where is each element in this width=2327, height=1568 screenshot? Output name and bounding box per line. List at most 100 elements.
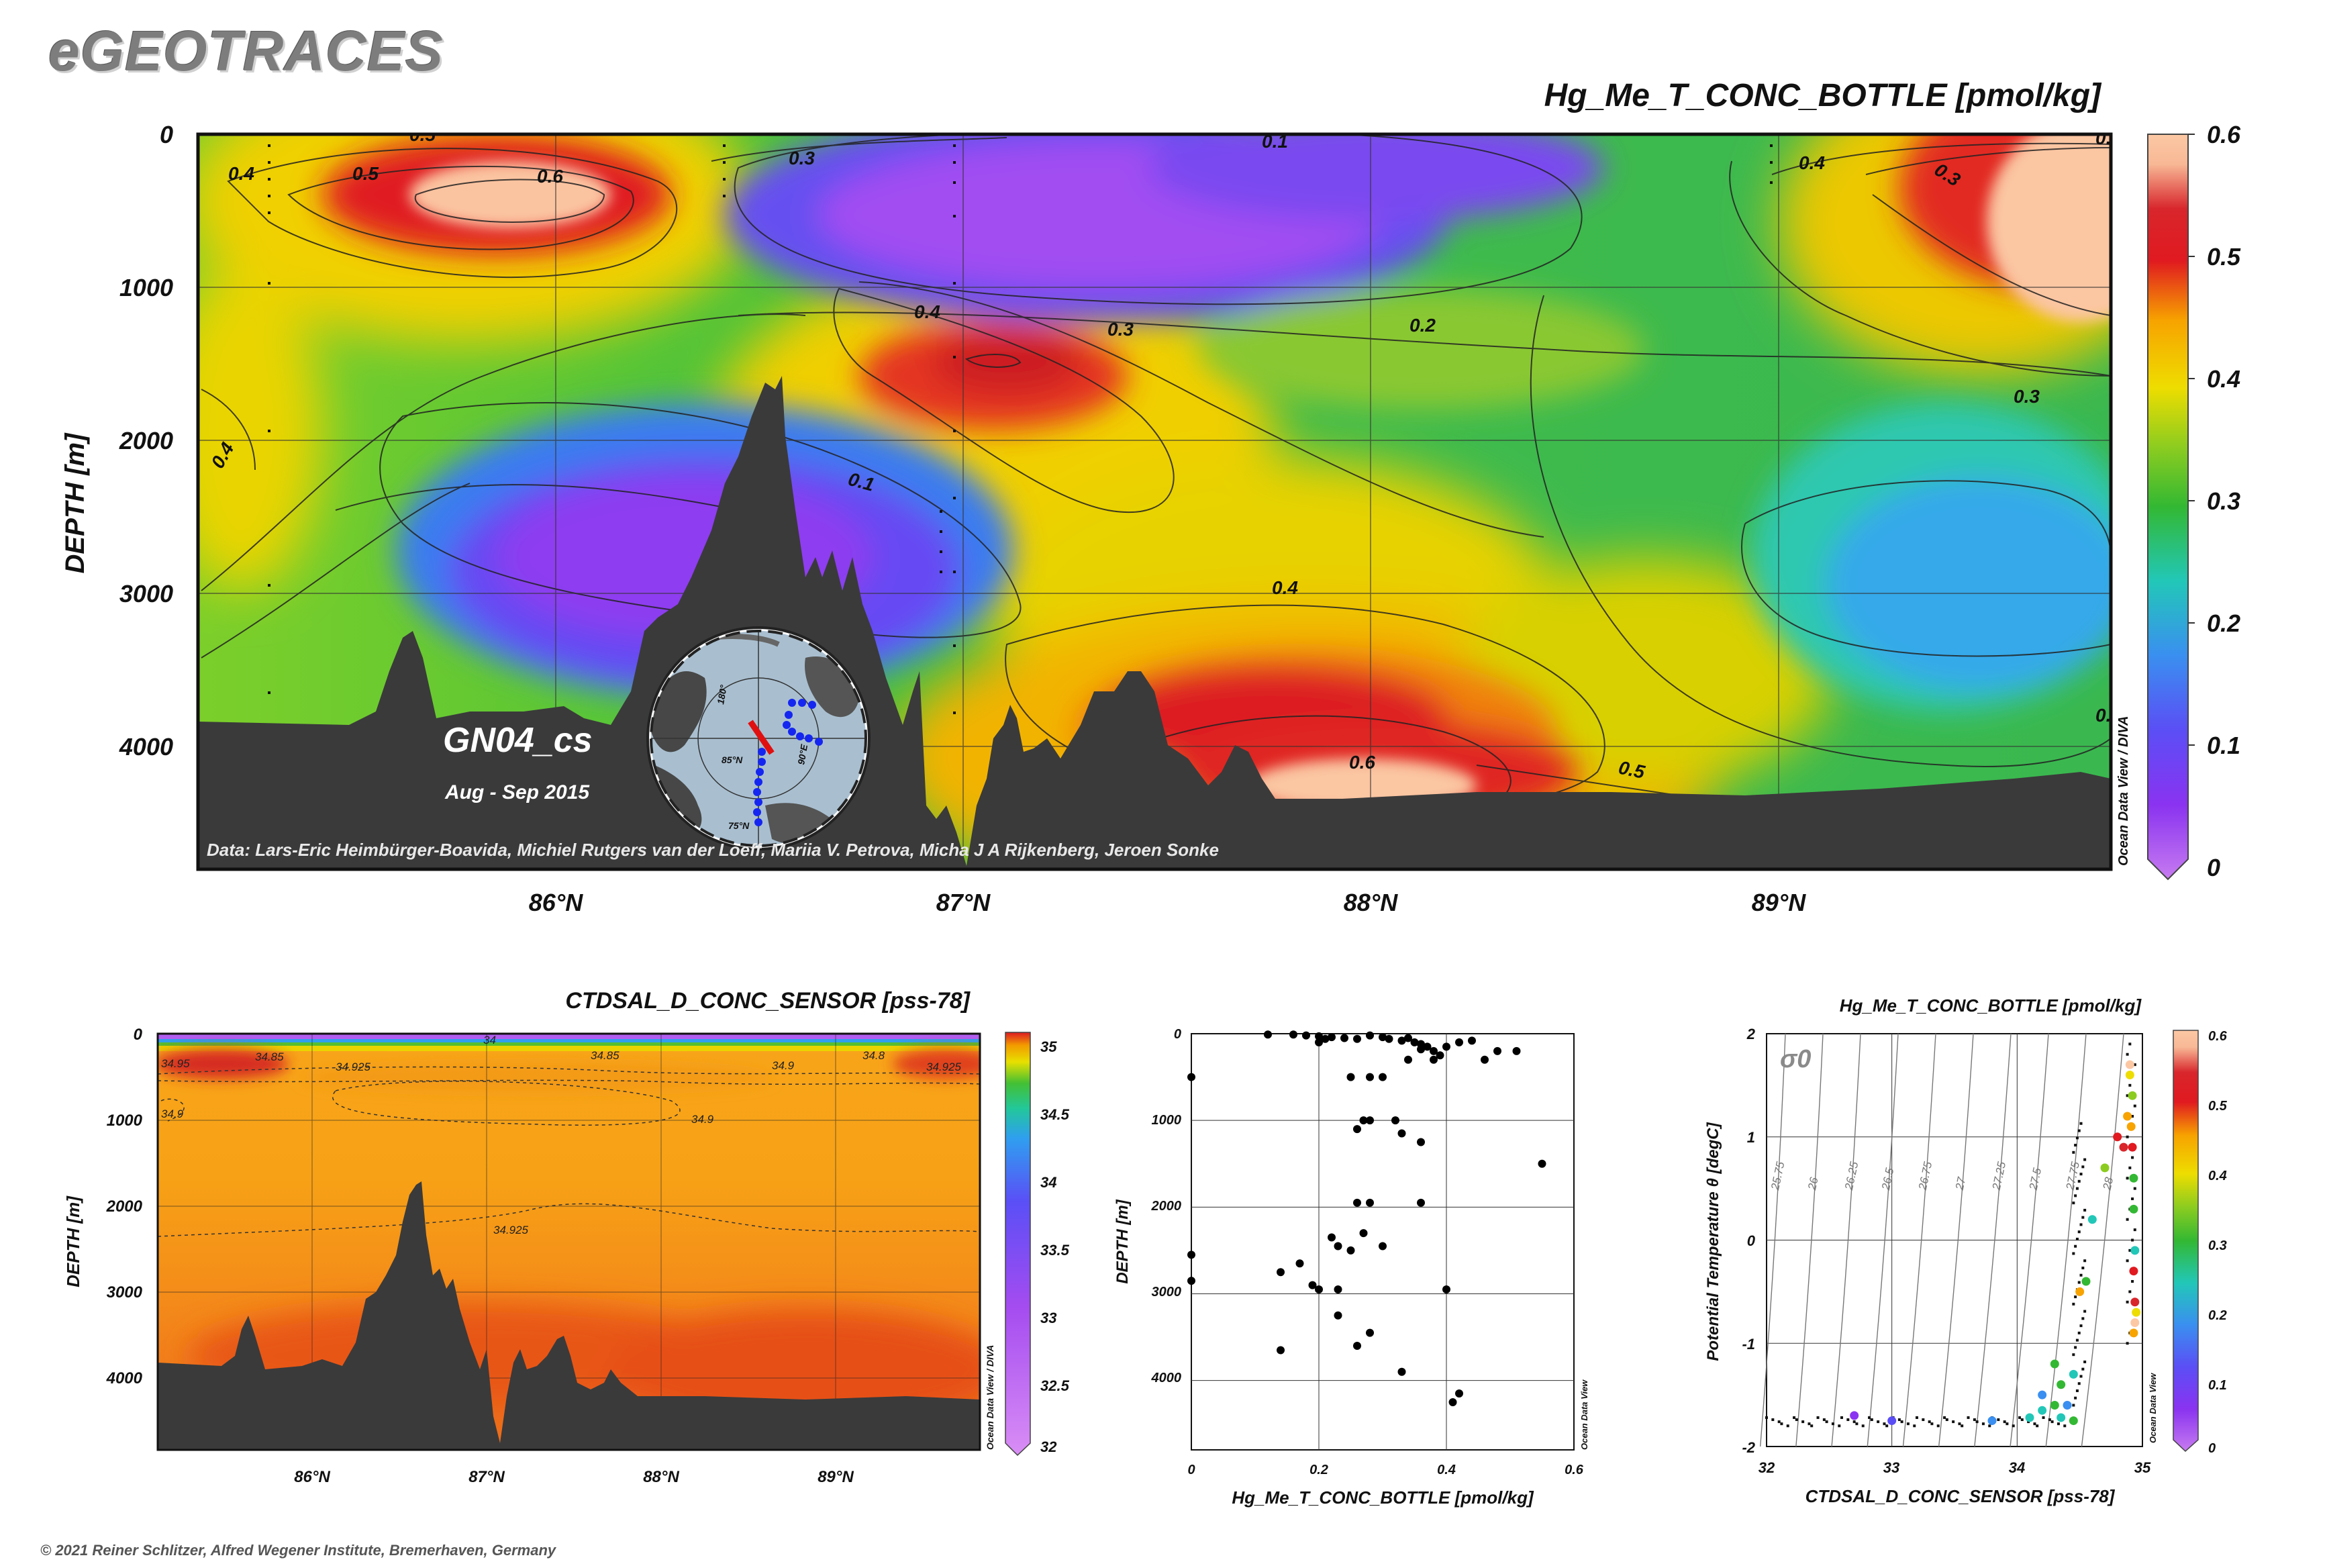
hg-depth-point [1455, 1389, 1463, 1398]
hg-depth-point [1334, 1285, 1342, 1294]
ts-isopycnal [1902, 1033, 1936, 1447]
ts-background-point [2075, 1136, 2079, 1140]
hg-depth-point [1442, 1285, 1450, 1294]
hg-depth-point [1379, 1033, 1387, 1042]
ts-background-point [2133, 1187, 2136, 1190]
hg-depth-xticks: 0 0.2 0.4 0.6 [1187, 1463, 1583, 1477]
ts-background-point [2133, 1228, 2136, 1232]
hg-depth-point [1277, 1268, 1285, 1277]
ts-background-point [2126, 1094, 2129, 1097]
salinity-section-plot: CTDSAL_D_CONC_SENSOR [pss-78] [63, 988, 1070, 1486]
ts-background-point [1771, 1418, 1775, 1422]
svg-text:32.5: 32.5 [1040, 1377, 1070, 1394]
ts-isopycnal [1938, 1033, 1974, 1447]
hg-depth-point [1264, 1030, 1272, 1039]
hg-depth-point [1379, 1073, 1387, 1081]
main-station-dots [268, 144, 1773, 714]
ts-background-point [1885, 1424, 1889, 1428]
hg-depth-point [1187, 1073, 1195, 1081]
ts-isopycnal [2081, 1033, 2124, 1447]
hg-depth-point [1328, 1233, 1336, 1242]
salinity-colorbar-label: Ocean Data View / DIVA [985, 1345, 995, 1450]
ts-background-point [2081, 1165, 2085, 1169]
hg-depth-point [1346, 1246, 1355, 1255]
ts-background-point [2074, 1295, 2077, 1299]
ts-background-point [1958, 1422, 1961, 1426]
hg-depth-point [1481, 1055, 1489, 1064]
ts-background-point [2126, 1300, 2129, 1304]
ts-background-point [2018, 1416, 2022, 1419]
hg-depth-point [1187, 1277, 1195, 1285]
svg-text:34.85: 34.85 [591, 1049, 620, 1062]
ts-background-point [1952, 1420, 1955, 1424]
ts-point [2130, 1297, 2140, 1307]
hg-depth-point [1308, 1281, 1317, 1289]
ts-point [2050, 1359, 2059, 1369]
ts-background-point [2063, 1424, 2067, 1428]
hg-depth-point [1353, 1125, 1361, 1134]
main-yticks: 0 1000 2000 3000 4000 [119, 121, 173, 761]
ts-background-point [2126, 1259, 2129, 1263]
svg-text:0.3: 0.3 [2208, 1238, 2227, 1253]
ts-yticks: 2 1 0 -1 -2 [1742, 1026, 1755, 1456]
ts-background-point [2126, 1218, 2129, 1221]
hg-depth-point [1353, 1342, 1361, 1350]
hg-depth-point [1417, 1198, 1425, 1207]
hg-depth-point [1334, 1242, 1342, 1251]
hg-depth-point [1448, 1398, 1457, 1406]
ts-point [2130, 1318, 2140, 1327]
svg-text:4000: 4000 [1151, 1371, 1182, 1385]
svg-text:34.5: 34.5 [1040, 1106, 1070, 1123]
svg-text:0.6: 0.6 [2095, 128, 2122, 148]
ts-background-point [2075, 1338, 2079, 1342]
hg-depth-point [1353, 1198, 1361, 1207]
hg-depth-point [1366, 1328, 1374, 1337]
ts-point [2129, 1204, 2138, 1214]
hg-depth-point [1442, 1042, 1450, 1051]
hg-depth-point [1430, 1046, 1438, 1055]
hg-depth-point [1366, 1031, 1374, 1040]
ts-background-point [2133, 1104, 2136, 1108]
hg-depth-point [1404, 1055, 1412, 1064]
ts-background-point [2077, 1331, 2081, 1334]
ts-point [2129, 1328, 2138, 1338]
svg-text:3000: 3000 [1152, 1285, 1182, 1300]
main-section-plot: Hg_Me_T_CONC_BOTTLE [pmol/kg] [60, 78, 2241, 916]
ts-background-point [2072, 1252, 2075, 1255]
ts-background-point [2128, 1166, 2132, 1169]
main-section-title: Hg_Me_T_CONC_BOTTLE [pmol/kg] [1544, 78, 2102, 113]
ts-isopycnal [1831, 1033, 1861, 1447]
cruise-period: Aug - Sep 2015 [444, 781, 590, 803]
ts-isopycnal [2045, 1033, 2087, 1447]
ts-background-point [2075, 1187, 2079, 1190]
hg-depth-point [1404, 1034, 1412, 1042]
ts-background-point [1913, 1424, 1916, 1428]
salinity-field: 34.95 34.85 34.925 34 34.85 34.9 34.8 34… [158, 1034, 980, 1450]
svg-text:4000: 4000 [119, 733, 173, 761]
salinity-xticks: 86°N 87°N 88°N 89°N [294, 1468, 854, 1486]
ts-point [2050, 1401, 2059, 1410]
ts-background-point [1810, 1424, 1814, 1428]
svg-text:0.4: 0.4 [1272, 577, 1298, 598]
ts-background-point [1936, 1424, 1940, 1428]
hg-depth-point [1397, 1367, 1406, 1376]
ts-point [1887, 1416, 1897, 1426]
ts-background-point [1900, 1420, 1903, 1424]
ts-background-point [1861, 1424, 1865, 1428]
ts-background-point [1943, 1416, 1946, 1419]
ts-point [2069, 1369, 2078, 1379]
svg-text:0.2: 0.2 [2207, 609, 2240, 637]
svg-text:0.6: 0.6 [2208, 1029, 2228, 1044]
ts-background-point [2126, 1052, 2129, 1056]
hg-depth-side-label: Ocean Data View [1579, 1379, 1589, 1450]
ts-background-point [2077, 1129, 2081, 1132]
svg-text:-1: -1 [1742, 1336, 1755, 1353]
svg-text:34: 34 [483, 1034, 496, 1046]
ts-background-point [2075, 1389, 2079, 1392]
main-contours [201, 134, 2111, 826]
main-colorbar: 0.6 0.5 0.4 0.3 0.2 0.1 0 Ocean Data Vie… [2116, 121, 2241, 881]
ts-background-point [2072, 1353, 2075, 1357]
svg-text:0.6: 0.6 [1349, 752, 1375, 773]
svg-text:0.5: 0.5 [409, 124, 436, 145]
svg-text:32: 32 [1759, 1459, 1775, 1476]
